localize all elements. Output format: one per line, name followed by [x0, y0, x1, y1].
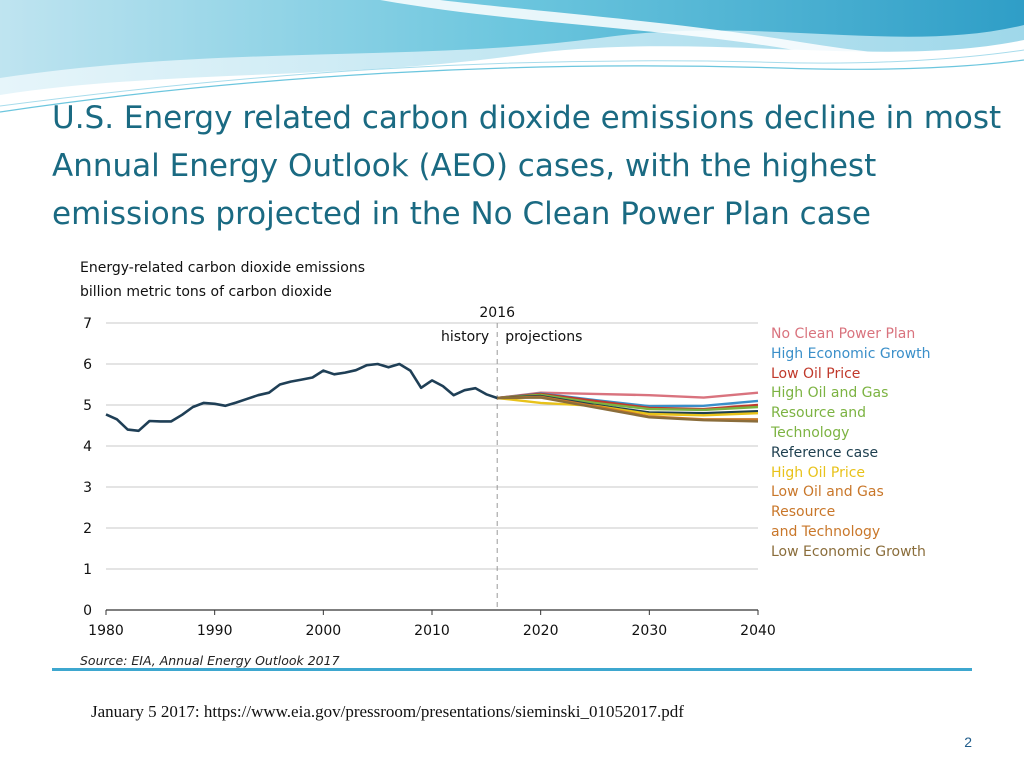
- legend-entry: High Oil Price: [771, 464, 866, 481]
- series-line-low-economic-growth: [497, 396, 759, 423]
- axes: 0 1 2 3 4 5 6 7 1980 1990 2000 2010 2020 2030 2040: [83, 316, 776, 639]
- history-label: history: [441, 329, 489, 345]
- legend-entry: and Technology: [771, 523, 881, 540]
- y-tick-label: 6: [83, 357, 92, 373]
- legend-entry: High Economic Growth: [771, 345, 931, 362]
- y-tick-label: 7: [83, 316, 92, 332]
- chart-panel: Energy-related carbon dioxide emissions …: [52, 254, 972, 668]
- legend-entry: Resource and: [771, 405, 866, 422]
- history-projection-divider: 2016 history projections: [441, 305, 582, 610]
- legend-entry: Resource: [771, 504, 836, 521]
- wave-line-2: [0, 49, 1024, 107]
- y-tick-label: 0: [83, 603, 92, 619]
- legend-entry: Low Oil and Gas: [771, 484, 884, 501]
- x-tick-label: 2020: [523, 623, 559, 639]
- y-tick-label: 1: [83, 562, 92, 578]
- chart-source: Source: EIA, Annual Energy Outlook 2017: [80, 653, 340, 668]
- x-tick-label: 2040: [740, 623, 776, 639]
- wave-band-front: [0, 0, 1024, 78]
- gridlines: [106, 322, 758, 570]
- source-footnote: January 5 2017: https://www.eia.gov/pres…: [91, 702, 684, 721]
- x-tick-label: 2000: [306, 623, 342, 639]
- legend-entry: High Oil and Gas: [771, 385, 889, 402]
- y-tick-label: 3: [83, 480, 92, 496]
- chart-title: Energy-related carbon dioxide emissions: [80, 260, 365, 276]
- legend-entry: Low Economic Growth: [771, 543, 926, 560]
- legend-entry: Technology: [771, 424, 850, 441]
- emissions-chart: Energy-related carbon dioxide emissions …: [80, 260, 776, 668]
- chart-subtitle: billion metric tons of carbon dioxide: [80, 284, 332, 300]
- y-tick-label: 5: [83, 398, 92, 414]
- legend-entry: No Clean Power Plan: [771, 326, 916, 342]
- slide-title: U.S. Energy related carbon dioxide emiss…: [52, 100, 1002, 232]
- header-wave-decoration: [0, 0, 1024, 113]
- chart-legend: No Clean Power Plan High Economic Growth L…: [771, 325, 931, 563]
- x-tick-label: 2010: [414, 623, 450, 639]
- series-line-history: [105, 362, 498, 433]
- legend-entry: Low Oil Price: [771, 365, 861, 382]
- projections-label: projections: [505, 329, 582, 345]
- wave-line-1: [0, 59, 1024, 113]
- legend-entry: Reference case: [771, 444, 879, 461]
- x-tick-label: 1980: [88, 623, 124, 639]
- x-tick-label: 2030: [632, 623, 668, 639]
- projection-series: [497, 391, 759, 423]
- divider-year-label: 2016: [479, 305, 515, 321]
- accent-rule: [52, 668, 972, 671]
- wave-highlight: [380, 0, 1024, 70]
- page-number: 2: [964, 734, 972, 750]
- series-line-high-oil-price: [497, 396, 759, 417]
- history-series: [105, 362, 498, 433]
- y-tick-label: 4: [83, 439, 92, 455]
- y-tick-label: 2: [83, 521, 92, 537]
- x-tick-label: 1990: [197, 623, 233, 639]
